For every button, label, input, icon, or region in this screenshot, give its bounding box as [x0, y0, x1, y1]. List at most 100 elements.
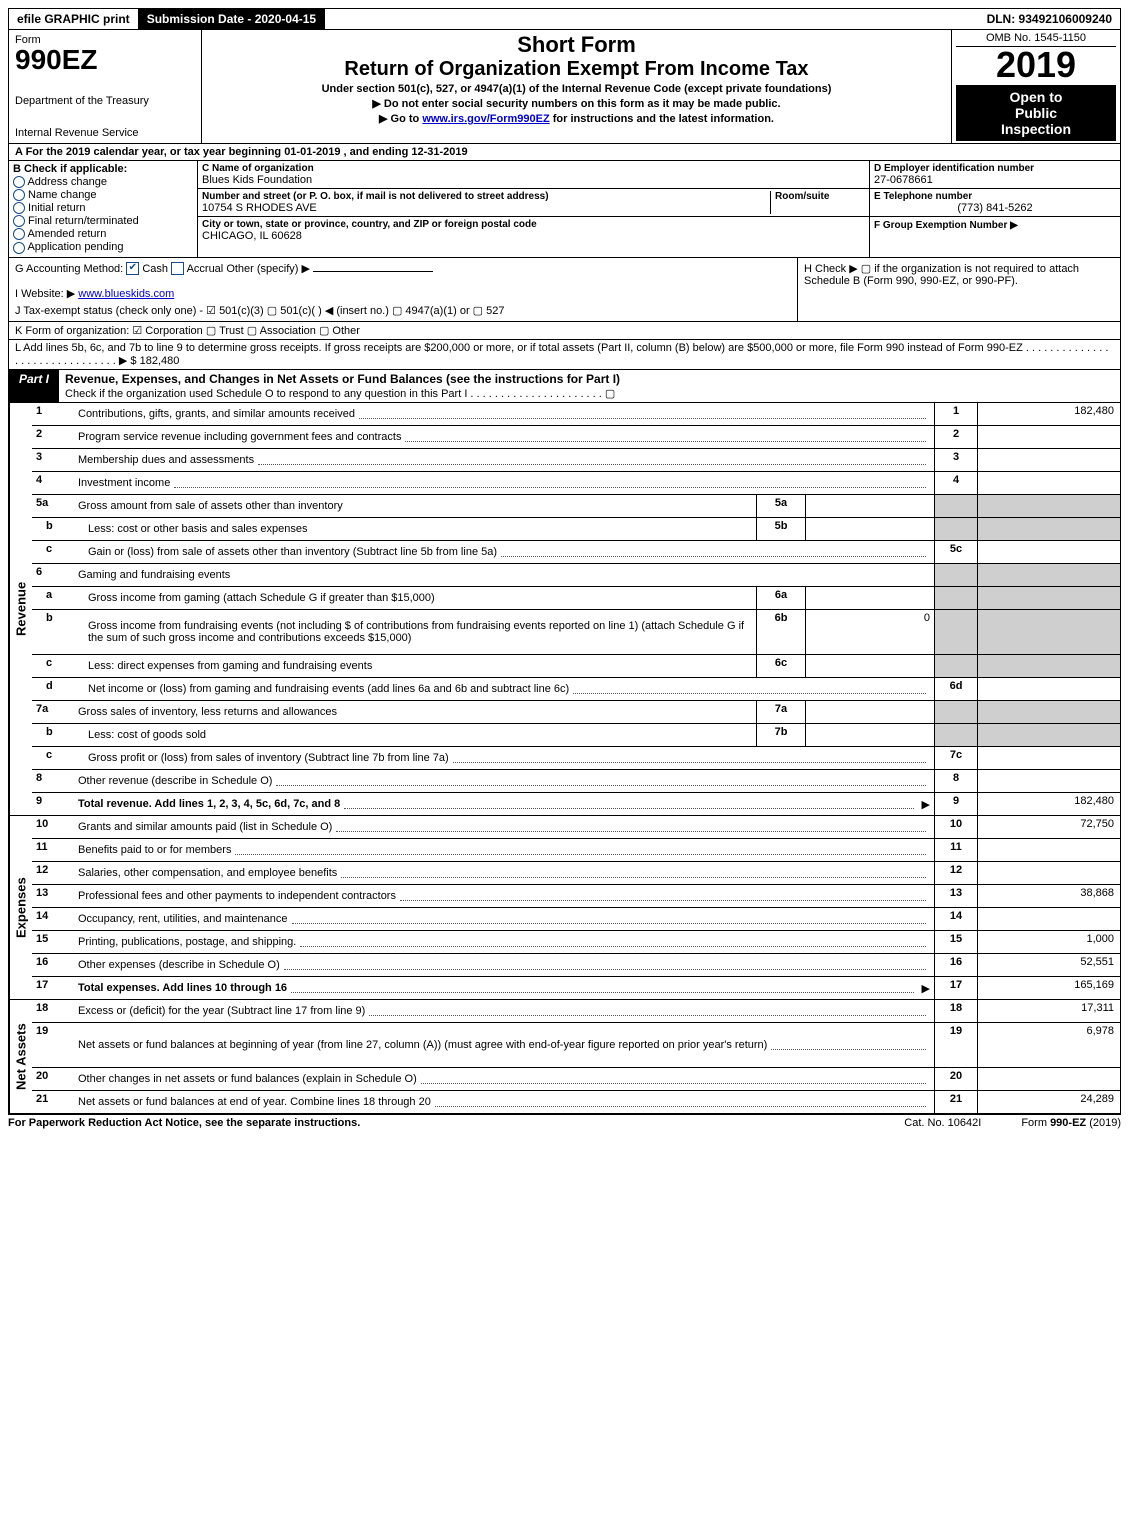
- cash-checkbox[interactable]: ✔: [126, 262, 139, 275]
- line-number: b: [32, 610, 84, 654]
- line-b: bGross income from fundraising events (n…: [32, 609, 1120, 654]
- line-value: [977, 747, 1120, 769]
- row-l: L Add lines 5b, 6c, and 7b to line 9 to …: [8, 340, 1121, 370]
- under-section: Under section 501(c), 527, or 4947(a)(1)…: [208, 83, 945, 95]
- top-bar: efile GRAPHIC print Submission Date - 20…: [8, 8, 1121, 30]
- checkbox-name-change[interactable]: Name change: [13, 189, 193, 201]
- side-label-expenses: Expenses: [9, 816, 32, 999]
- line-a: aGross income from gaming (attach Schedu…: [32, 586, 1120, 609]
- part-1-tab: Part I: [9, 370, 59, 402]
- org-name-label: C Name of organization: [202, 163, 865, 174]
- line-description: Gross amount from sale of assets other t…: [74, 495, 756, 517]
- ein-cell: D Employer identification number 27-0678…: [870, 161, 1120, 189]
- line-description: Professional fees and other payments to …: [74, 885, 934, 907]
- line-number: 8: [32, 770, 74, 792]
- line-value: 17,311: [977, 1000, 1120, 1022]
- line-description: Other revenue (describe in Schedule O): [74, 770, 934, 792]
- efile-print-button[interactable]: efile GRAPHIC print: [9, 9, 139, 29]
- line-description: Gross income from gaming (attach Schedul…: [84, 587, 756, 609]
- right-line-number: 13: [934, 885, 977, 907]
- line-description: Other changes in net assets or fund bala…: [74, 1068, 934, 1090]
- line-description: Other expenses (describe in Schedule O): [74, 954, 934, 976]
- line-number: 19: [32, 1023, 74, 1067]
- right-line-number: [934, 564, 977, 586]
- line-description: Gaming and fundraising events: [74, 564, 934, 586]
- line-number: 18: [32, 1000, 74, 1022]
- right-line-number: [934, 724, 977, 746]
- irs-link[interactable]: www.irs.gov/Form990EZ: [422, 113, 549, 125]
- accrual-checkbox[interactable]: [171, 262, 184, 275]
- open-to-public: Open to Public Inspection: [956, 85, 1116, 141]
- section-revenue: Revenue1Contributions, gifts, grants, an…: [8, 403, 1121, 816]
- line-number: 9: [32, 793, 74, 815]
- line-6: 6Gaming and fundraising events: [32, 563, 1120, 586]
- address-left: Number and street (or P. O. box, if mail…: [202, 191, 770, 214]
- line-description: Gross profit or (loss) from sales of inv…: [84, 747, 934, 769]
- line-7c: cGross profit or (loss) from sales of in…: [32, 746, 1120, 769]
- col-b-checkboxes: B Check if applicable: Address change Na…: [9, 161, 198, 257]
- line-4: 4Investment income4: [32, 471, 1120, 494]
- website-link[interactable]: www.blueskids.com: [78, 288, 174, 300]
- line-value: [977, 564, 1120, 586]
- line-number: 2: [32, 426, 74, 448]
- city-value: CHICAGO, IL 60628: [202, 230, 865, 242]
- line-description: Net assets or fund balances at end of ye…: [74, 1091, 934, 1113]
- public-text: Public: [958, 105, 1114, 121]
- line-value: [977, 908, 1120, 930]
- go-to-suffix: for instructions and the latest informat…: [553, 113, 774, 125]
- line-value: 24,289: [977, 1091, 1120, 1113]
- no-ssn-warning: ▶ Do not enter social security numbers o…: [208, 97, 945, 110]
- ein-label: D Employer identification number: [874, 163, 1116, 174]
- line-value: [977, 770, 1120, 792]
- line-description: Printing, publications, postage, and shi…: [74, 931, 934, 953]
- line-14: 14Occupancy, rent, utilities, and mainte…: [32, 907, 1120, 930]
- right-line-number: 4: [934, 472, 977, 494]
- line-number: c: [32, 541, 84, 563]
- address-label: Number and street (or P. O. box, if mail…: [202, 191, 770, 202]
- line-number: 4: [32, 472, 74, 494]
- row-a-tax-year: A For the 2019 calendar year, or tax yea…: [8, 144, 1121, 161]
- line-description: Less: direct expenses from gaming and fu…: [84, 655, 756, 677]
- short-form-title: Short Form: [208, 32, 945, 58]
- right-line-number: 3: [934, 449, 977, 471]
- line-17: 17Total expenses. Add lines 10 through 1…: [32, 976, 1120, 999]
- line-10: 10Grants and similar amounts paid (list …: [32, 816, 1120, 838]
- line-description: Total revenue. Add lines 1, 2, 3, 4, 5c,…: [74, 793, 934, 815]
- address-value: 10754 S RHODES AVE: [202, 202, 770, 214]
- mini-line-number: 7a: [756, 701, 805, 723]
- line-b: bLess: cost or other basis and sales exp…: [32, 517, 1120, 540]
- right-line-number: 8: [934, 770, 977, 792]
- part-1-title: Revenue, Expenses, and Changes in Net As…: [59, 370, 1120, 402]
- right-line-number: [934, 495, 977, 517]
- form-ref: Form 990-EZ (2019): [1021, 1117, 1121, 1129]
- g-label: G Accounting Method:: [15, 263, 123, 275]
- side-label-revenue: Revenue: [9, 403, 32, 815]
- line-number: d: [32, 678, 84, 700]
- header-left: Form 990EZ Department of the Treasury In…: [9, 30, 202, 143]
- right-line-number: 20: [934, 1068, 977, 1090]
- col-b-title: B Check if applicable:: [13, 163, 193, 175]
- line-description: Less: cost of goods sold: [84, 724, 756, 746]
- line-number: 6: [32, 564, 74, 586]
- right-line-number: 16: [934, 954, 977, 976]
- checkbox-initial-return[interactable]: Initial return: [13, 202, 193, 214]
- line-11: 11Benefits paid to or for members11: [32, 838, 1120, 861]
- mini-line-value: 0: [805, 610, 934, 654]
- checkbox-application-pending[interactable]: Application pending: [13, 241, 193, 253]
- line-3: 3Membership dues and assessments3: [32, 448, 1120, 471]
- part-1-title-text: Revenue, Expenses, and Changes in Net As…: [65, 372, 620, 386]
- accrual-label: Accrual: [187, 263, 224, 275]
- line-value: 1,000: [977, 931, 1120, 953]
- mini-line-value: [805, 587, 934, 609]
- checkbox-final-return-terminated[interactable]: Final return/terminated: [13, 215, 193, 227]
- dept-irs: Internal Revenue Service: [15, 127, 195, 139]
- checkbox-amended-return[interactable]: Amended return: [13, 228, 193, 240]
- line-1: 1Contributions, gifts, grants, and simil…: [32, 403, 1120, 425]
- line-15: 15Printing, publications, postage, and s…: [32, 930, 1120, 953]
- checkbox-address-change[interactable]: Address change: [13, 176, 193, 188]
- right-line-number: 17: [934, 977, 977, 999]
- submission-date-button[interactable]: Submission Date - 2020-04-15: [139, 9, 325, 29]
- phone-value: (773) 841-5262: [874, 202, 1116, 214]
- line-12: 12Salaries, other compensation, and empl…: [32, 861, 1120, 884]
- line-16: 16Other expenses (describe in Schedule O…: [32, 953, 1120, 976]
